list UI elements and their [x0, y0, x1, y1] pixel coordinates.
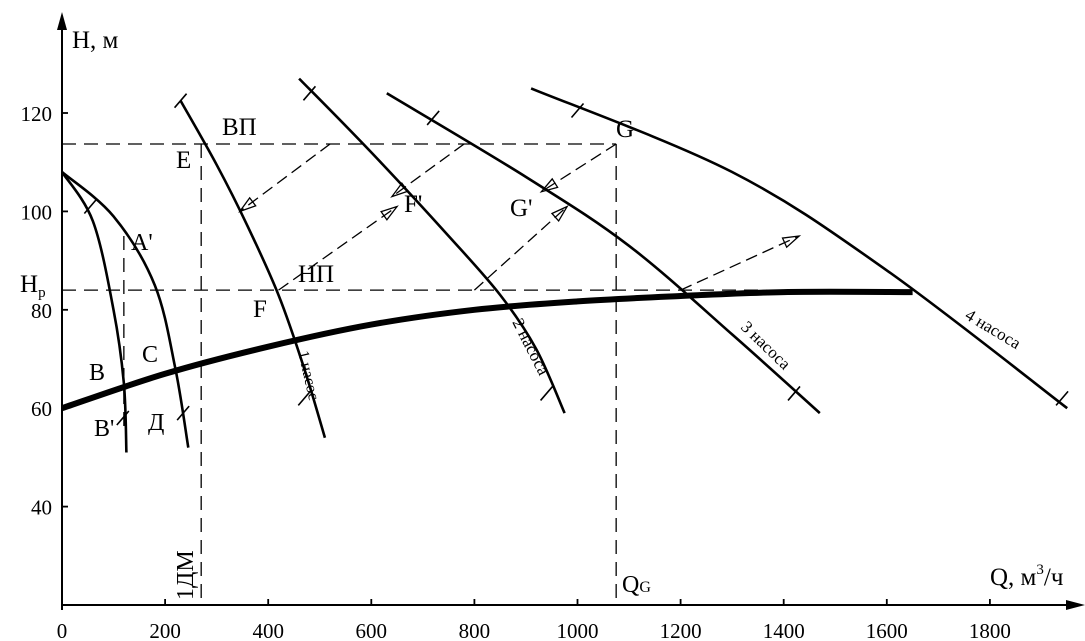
transition-arrow-head: [238, 196, 257, 213]
x-axis-arrow: [1066, 600, 1085, 610]
pump-curve-0: [179, 100, 327, 439]
pump-curve-3: [530, 87, 1068, 410]
curve-mark: [1055, 390, 1069, 406]
label-qg-main: Q: [622, 572, 639, 598]
x-ticks: 0 200 400 600 800 1000 1200 1400 1600 1800: [57, 599, 1011, 641]
label-d: Д: [148, 410, 164, 436]
reference-lines: [62, 143, 913, 605]
label-hp-sub: p: [38, 285, 46, 301]
series-label-2-nasosa: 2 насоса: [508, 315, 553, 379]
transition-arrow-line: [680, 235, 800, 291]
y-tick-label: 120: [21, 102, 53, 126]
x-tick-label: 800: [459, 619, 491, 641]
pump-curve-2: [386, 92, 821, 415]
x-axis-label-prefix: Q, м: [990, 564, 1037, 591]
x-tick-label: 1800: [969, 619, 1011, 641]
curve-mark: [173, 93, 188, 109]
label-vp: ВП: [222, 114, 257, 141]
y-tick-label: 40: [31, 496, 52, 520]
pump-curves: [60, 77, 1068, 453]
x-tick-label: 1200: [660, 619, 702, 641]
system-curve-group: [61, 288, 913, 412]
transition-arrow-head: [380, 205, 399, 221]
x-axis-label: Q, м3/ч: [990, 562, 1063, 591]
curve-mark: [302, 85, 317, 101]
curve-mark: [176, 405, 190, 421]
series-label-4-nasosa: 4 насоса: [962, 305, 1025, 353]
y-tick-label: 100: [21, 200, 53, 224]
transition-arrow-head: [390, 182, 409, 198]
pump-curve-1: [298, 77, 566, 414]
x-tick-label: 600: [356, 619, 388, 641]
label-b-prime: B': [94, 416, 114, 442]
label-f: F: [253, 296, 267, 323]
label-g: G: [616, 116, 634, 143]
label-f-prime: F': [404, 191, 422, 218]
x-tick-label: 200: [149, 619, 181, 641]
transition-arrow-line: [473, 205, 568, 291]
x-tick-label: 0: [57, 619, 68, 641]
system-curve: [61, 288, 913, 412]
curve-mark: [787, 385, 801, 401]
transition-arrow-head: [550, 205, 569, 222]
label-qg-sub: G: [639, 579, 651, 596]
curve-mark: [570, 103, 585, 119]
transition-arrow-line: [278, 205, 398, 291]
transition-arrow-line: [541, 143, 617, 193]
axes: [57, 12, 1085, 610]
curve-mark: [297, 390, 311, 406]
label-g-prime: G': [510, 195, 533, 222]
transition-arrow-head: [539, 177, 559, 193]
transition-arrow-line: [239, 143, 331, 212]
x-tick-label: 400: [252, 619, 284, 641]
y-axis-arrow: [57, 12, 67, 30]
y-tick-label: 60: [31, 397, 52, 421]
x-tick-label: 1400: [763, 619, 805, 641]
series-label-1-nasos: 1 насос: [294, 349, 322, 402]
transition-arrow-line: [391, 143, 465, 198]
label-qg: QG: [622, 572, 651, 598]
label-c: C: [142, 342, 158, 368]
label-a-prime: A': [131, 230, 153, 256]
x-tick-label: 1600: [866, 619, 908, 641]
x-axis-label-sup: 3: [1036, 562, 1044, 578]
pump-curve-4: [60, 171, 128, 453]
label-e: E: [176, 147, 191, 174]
y-axis-label: H, м: [72, 27, 119, 54]
label-hp: Hp: [20, 271, 46, 301]
label-hp-main: H: [20, 271, 38, 298]
curve-mark: [426, 110, 440, 126]
transition-arrow-head: [781, 235, 802, 249]
curve-mark: [116, 410, 130, 426]
y-ticks: 40 60 80 100 120: [21, 102, 68, 520]
x-tick-label: 1000: [557, 619, 599, 641]
label-np: НП: [298, 261, 334, 288]
transition-arrows: [238, 143, 802, 291]
label-1dm: 1ДМ: [173, 550, 199, 600]
x-axis-label-suffix: /ч: [1044, 564, 1064, 591]
curve-mark: [83, 198, 97, 215]
pump-curve-5: [61, 171, 190, 448]
curve-marks: [83, 85, 1069, 426]
label-b: B: [89, 360, 105, 386]
curve-mark: [539, 385, 554, 401]
y-tick-label: 80: [31, 299, 52, 323]
